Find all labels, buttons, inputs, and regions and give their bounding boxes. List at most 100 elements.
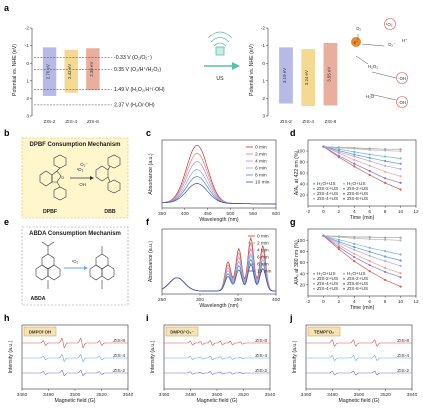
- data-point: [368, 264, 371, 267]
- x-tick-label: 3500: [70, 392, 81, 398]
- data-point: [337, 154, 340, 157]
- data-point: [368, 169, 371, 173]
- data-point: [399, 276, 402, 279]
- x-tick-label: 250: [158, 297, 166, 303]
- data-point: [399, 253, 402, 256]
- band-zis-2: [279, 47, 293, 104]
- data-point: [368, 254, 371, 257]
- y-tick-label: -2: [261, 26, 266, 32]
- x-tick-label: 8: [384, 299, 387, 305]
- trace-label: ZIS-2: [397, 368, 409, 374]
- species-arrow: [371, 71, 397, 79]
- data-point: [384, 170, 387, 173]
- data-point: [353, 256, 356, 259]
- y-tick-label: 2: [262, 96, 265, 102]
- species-label: ¹O₂: [386, 22, 393, 27]
- panel-d: d -2 0 2 4 6 8 10 12 20 40 60 80 100 Time (min) A/A₀ a…: [290, 128, 419, 221]
- epr-trace-zis-8: [306, 339, 412, 347]
- legend-marker: [343, 282, 345, 285]
- x-tick-label: 3540: [265, 392, 276, 398]
- x-tick-label: 10: [398, 299, 404, 305]
- x-tick-label: 3500: [354, 392, 365, 398]
- y-tick-label: -1: [25, 43, 30, 49]
- epr-trace-zis-8: [22, 337, 128, 349]
- y-tick-label: 100: [297, 149, 305, 155]
- panel-label-j: j: [289, 313, 293, 323]
- band-zis-8: [323, 42, 338, 106]
- dbb-molecule: [95, 154, 121, 194]
- legend-entry: ZIS-8+US: [347, 196, 368, 202]
- abda-molecule: [35, 241, 61, 289]
- panel-label-i: i: [146, 313, 149, 323]
- legend-entry: ZIS-4+US: [317, 191, 338, 197]
- panel-i: i 3460 3480 3500 3520 3540 Magnetic field (G)…: [146, 313, 276, 404]
- data-point: [384, 255, 387, 258]
- legend-marker: [313, 187, 315, 190]
- legend-entry: ZIS-8+US: [347, 191, 368, 197]
- data-point: [399, 167, 402, 171]
- data-point: [337, 241, 340, 245]
- ultrasound-icon: [207, 31, 233, 56]
- series-line-3: [323, 146, 401, 165]
- x-tick-label: 3540: [407, 392, 418, 398]
- legend-entry: ZIS-8+US: [347, 281, 368, 287]
- spin-adduct-tag-box: [165, 326, 199, 337]
- data-point: [353, 245, 356, 249]
- legend-entry: 10 min: [255, 180, 270, 186]
- data-point: [337, 248, 340, 251]
- panel-e: e ABDA Consumption Mechanism ¹O₂ ABDA: [4, 217, 129, 306]
- band-zis-4: [64, 50, 78, 93]
- band-name: ZIS-4: [65, 119, 77, 125]
- y-tick-label: -1: [261, 43, 266, 49]
- dpbf-molecule: O: [39, 154, 67, 201]
- x-tick-label: 4: [353, 209, 356, 215]
- panel-label-b: b: [4, 128, 10, 138]
- band-gap-label: 3.55 eV: [326, 67, 331, 82]
- data-point: [399, 181, 402, 184]
- epr-trace-zis-2: [164, 371, 270, 375]
- data-point: [353, 150, 356, 153]
- epr-trace-zis-4: [164, 355, 270, 361]
- spin-adduct-tag: DMPO/·OH: [29, 330, 51, 335]
- data-point: [353, 158, 356, 161]
- data-point: [337, 150, 340, 153]
- dpbf-species-1: ¹O₂: [77, 167, 84, 172]
- band-name: ZIS-2: [44, 119, 56, 125]
- x-tick-label: 550: [249, 211, 257, 217]
- y-tick-label: 60: [300, 171, 306, 177]
- x-axis-label: Magnetic field (G): [339, 398, 380, 404]
- x-axis-label: Wavelength (nm): [199, 303, 239, 309]
- legend-entry: 0 min: [257, 234, 269, 240]
- legend-entry: ZIS-2+US: [347, 276, 368, 282]
- data-point: [399, 239, 402, 242]
- species-label: ·OH: [398, 100, 406, 105]
- data-point: [337, 235, 340, 239]
- data-point: [399, 175, 402, 178]
- x-tick-label: 2: [338, 209, 341, 215]
- data-point: [384, 181, 387, 184]
- legend-entry: 4 min: [257, 248, 269, 254]
- data-point: [322, 145, 325, 148]
- data-point: [399, 148, 402, 151]
- x-tick-label: 350: [158, 211, 166, 217]
- plot-frame: [161, 139, 277, 209]
- data-point: [353, 252, 356, 255]
- species-label: ·OH: [398, 76, 406, 81]
- y-tick-label: 20: [300, 193, 306, 199]
- x-tick-label: 3480: [327, 392, 338, 398]
- endoperoxide-molecule: [89, 246, 115, 289]
- panel-b: b DPBF Consumption Mechanism O ¹O₂ O₂⁻ ·…: [4, 128, 129, 219]
- species-label: H₂O₂: [368, 64, 378, 69]
- legend-marker: [313, 277, 315, 280]
- series-line-5: [323, 146, 401, 190]
- abda-box: [21, 226, 129, 306]
- series-line-1: [323, 235, 401, 241]
- data-point: [399, 162, 402, 165]
- legend-entry: ZIS-4+US: [317, 281, 338, 287]
- x-tick-label: -2: [306, 209, 311, 215]
- data-point: [353, 162, 356, 165]
- data-point: [399, 264, 402, 267]
- data-point: [368, 164, 371, 167]
- x-tick-label: 6: [368, 299, 371, 305]
